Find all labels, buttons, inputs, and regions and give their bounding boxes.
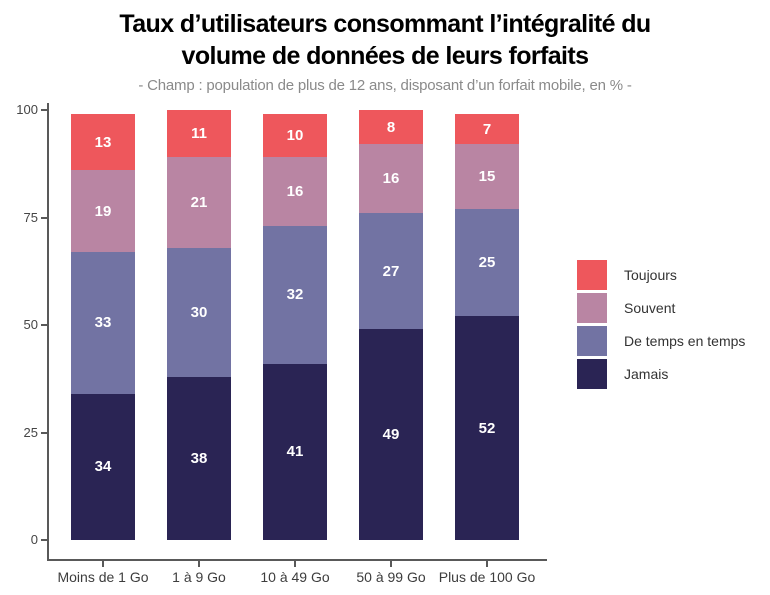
legend-swatch — [577, 260, 607, 290]
x-axis-label: 10 à 49 Go — [260, 569, 330, 585]
chart-title-line1: Taux d’utilisateurs consommant l’intégra… — [119, 10, 651, 38]
bar-value-label: 10 — [286, 127, 304, 145]
bar-segment: 11 — [167, 110, 231, 158]
bar-segment: 8 — [359, 110, 423, 145]
legend-item: Souvent — [577, 293, 745, 323]
bar-segment: 10 — [263, 114, 327, 158]
bar-value-label: 7 — [482, 120, 492, 138]
bar-segment: 19 — [71, 170, 135, 252]
bar-segment: 32 — [263, 226, 327, 364]
bar-segment: 27 — [359, 213, 423, 330]
bar-value-label: 8 — [386, 118, 396, 136]
bar-value-label: 15 — [478, 168, 496, 186]
x-axis-tick — [102, 561, 104, 567]
bar-segment: 41 — [263, 363, 327, 540]
x-axis-label: Moins de 1 Go — [57, 569, 149, 585]
bar-value-label: 30 — [190, 303, 208, 321]
legend-label: Jamais — [624, 366, 669, 382]
y-axis-tick-label: 0 — [30, 532, 38, 547]
bar-value-label: 19 — [94, 202, 112, 220]
y-axis-tick-label: 50 — [23, 317, 38, 332]
legend-item: De temps en temps — [577, 326, 745, 356]
legend-item: Toujours — [577, 260, 745, 290]
x-axis-tick — [198, 561, 200, 567]
legend: Toujours Souvent De temps en temps Jamais — [577, 260, 745, 392]
bar-value-label: 11 — [191, 125, 207, 143]
bar-segment: 15 — [455, 144, 519, 209]
bar-segment: 33 — [71, 251, 135, 394]
bar-segment: 25 — [455, 208, 519, 317]
chart-title-line2: volume de données de leurs forfaits — [181, 42, 589, 70]
x-axis-label: Plus de 100 Go — [438, 569, 536, 585]
y-axis-tick — [41, 324, 47, 326]
bar-value-label: 52 — [478, 419, 496, 437]
bar-segment: 30 — [167, 247, 231, 377]
bar-segment: 21 — [167, 157, 231, 248]
chart-subtitle: - Champ : population de plus de 12 ans, … — [138, 77, 632, 94]
y-axis-line — [47, 103, 49, 561]
legend-label: De temps en temps — [624, 333, 746, 349]
y-axis-tick — [41, 216, 47, 219]
bar-value-label: 33 — [94, 314, 112, 332]
x-axis-tick — [294, 561, 296, 567]
bar-segment: 49 — [359, 329, 423, 540]
y-axis-tick-label: 25 — [23, 424, 38, 440]
x-axis-label: 50 à 99 Go — [356, 569, 426, 585]
x-axis-label: 1 à 9 Go — [172, 569, 226, 585]
bar-value-label: 41 — [286, 443, 304, 461]
bar-value-label: 32 — [286, 286, 304, 304]
chart-title: Taux d’utilisateurs consommant l’intégra… — [0, 8, 770, 72]
bar-value-label: 49 — [382, 426, 400, 444]
legend-label: Souvent — [624, 300, 676, 316]
y-axis-tick-label: 75 — [23, 209, 38, 225]
legend-swatch — [577, 359, 607, 389]
bar-segment: 16 — [359, 144, 423, 214]
bar-segment: 52 — [455, 316, 519, 540]
legend-swatch — [577, 326, 607, 356]
y-axis-tick — [41, 431, 47, 434]
bar-value-label: 21 — [190, 193, 208, 211]
y-axis-tick — [41, 109, 47, 111]
y-axis-tick-label: 100 — [16, 102, 38, 117]
bar-segment: 34 — [71, 393, 135, 540]
legend-item: Jamais — [577, 359, 745, 389]
bar-value-label: 16 — [286, 183, 304, 201]
x-axis-line — [47, 559, 547, 561]
bar-value-label: 16 — [382, 170, 400, 188]
bar-value-label: 27 — [382, 262, 400, 280]
bar-value-label: 38 — [190, 449, 208, 467]
x-axis-tick — [390, 561, 392, 567]
bar-segment: 13 — [71, 114, 135, 171]
bar-segment: 7 — [455, 114, 519, 145]
legend-swatch — [577, 293, 607, 323]
x-axis-tick — [486, 561, 488, 567]
bar-segment: 16 — [263, 157, 327, 227]
bar-value-label: 13 — [94, 133, 112, 151]
legend-label: Toujours — [624, 267, 677, 283]
bar-value-label: 25 — [478, 254, 496, 272]
bar-value-label: 34 — [94, 458, 112, 476]
y-axis-tick — [41, 539, 47, 541]
bar-segment: 38 — [167, 376, 231, 540]
